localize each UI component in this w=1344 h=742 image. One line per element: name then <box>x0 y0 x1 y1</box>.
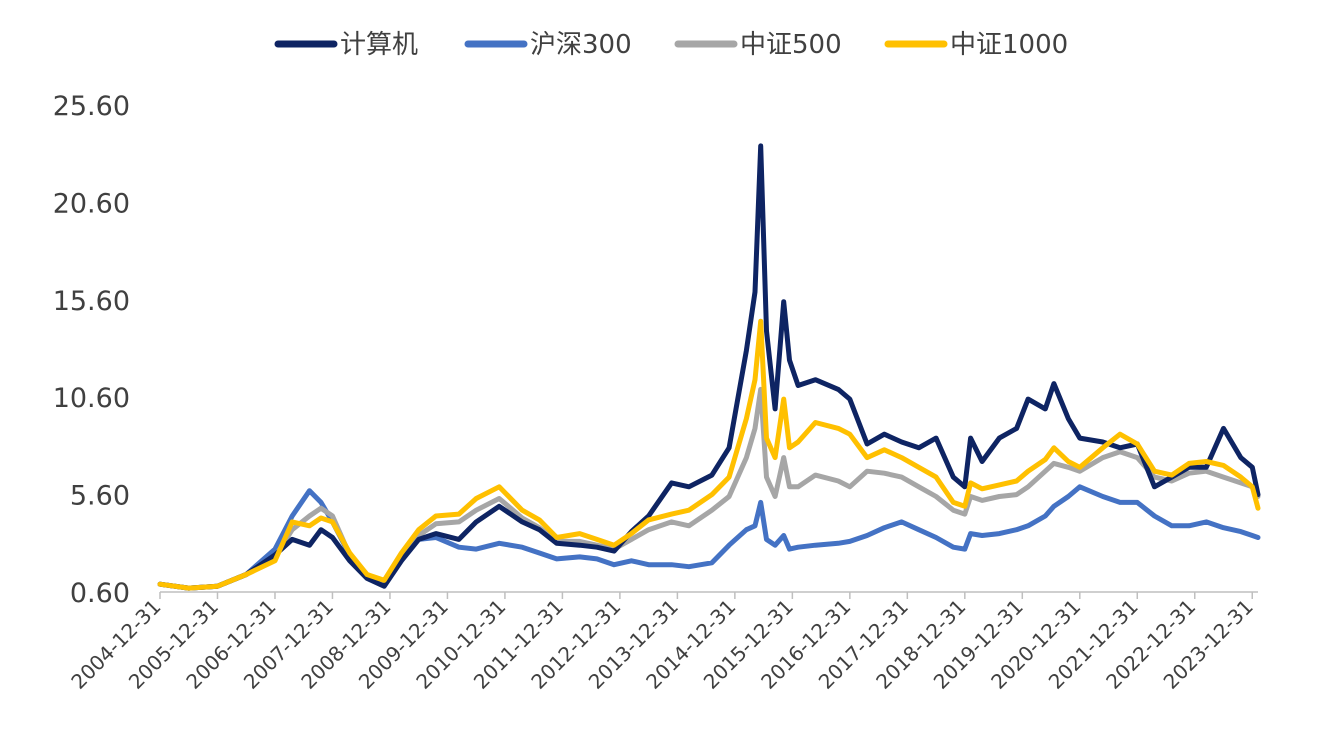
series-line-2 <box>157 386 1261 591</box>
y-tick-label: 0.60 <box>70 578 130 609</box>
legend-label-0: 计算机 <box>340 30 418 60</box>
series-line-1 <box>157 484 1261 591</box>
y-tick-label: 15.60 <box>53 286 130 317</box>
y-tick-label: 5.60 <box>70 481 130 512</box>
y-axis: 25.60 20.60 15.60 10.60 5.60 0.60 <box>53 91 130 609</box>
y-tick-label: 20.60 <box>53 188 130 219</box>
legend: 计算机 沪深300 中证500 中证1000 <box>274 30 1068 60</box>
legend-label-1: 沪深300 <box>530 30 632 60</box>
y-tick-label: 10.60 <box>53 383 130 414</box>
y-tick-label: 25.60 <box>53 91 130 122</box>
series-line-3 <box>157 318 1261 591</box>
legend-label-2: 中证500 <box>740 30 842 60</box>
x-axis: 2004-12-312005-12-312006-12-312007-12-31… <box>66 591 1258 694</box>
series-lines <box>157 143 1261 591</box>
series-line-0 <box>157 143 1261 591</box>
legend-label-3: 中证1000 <box>950 30 1068 60</box>
